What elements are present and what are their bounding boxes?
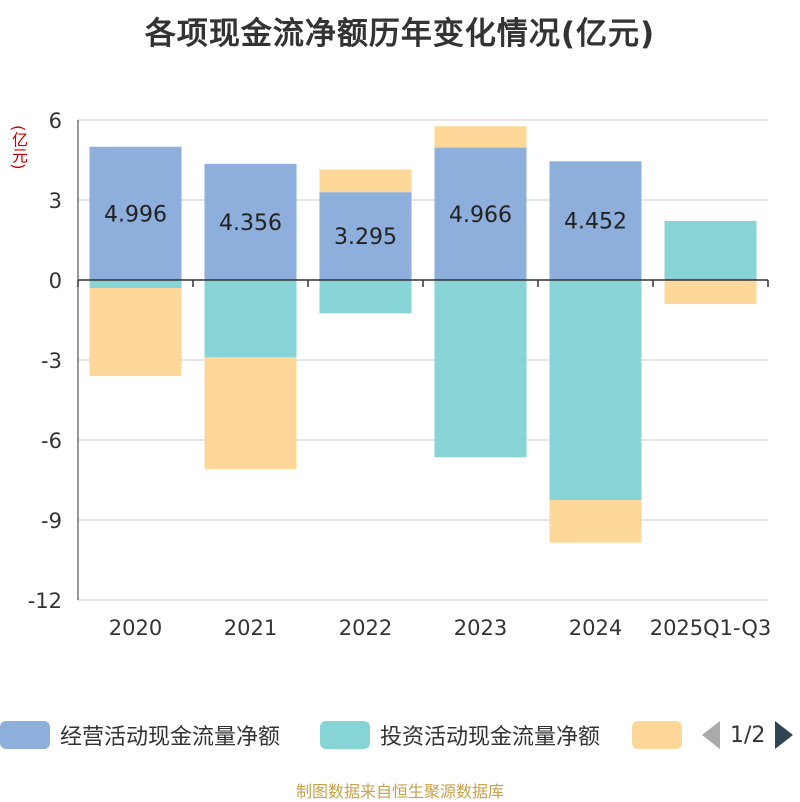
x-tick-label: 2022 bbox=[339, 616, 392, 640]
y-tick-label: -6 bbox=[41, 429, 62, 453]
bar-series-1-2021 bbox=[204, 280, 297, 358]
y-tick-label: -9 bbox=[41, 509, 62, 533]
bar-series-0-2021 bbox=[204, 163, 297, 280]
bar-series-1-2020 bbox=[89, 280, 182, 288]
legend-swatch-financing bbox=[632, 721, 682, 749]
bar-series-0-2023 bbox=[434, 147, 527, 280]
bar-series-2-2025Q1-Q3 bbox=[664, 280, 757, 304]
y-axis-unit-label: (亿元) bbox=[9, 125, 28, 170]
data-label: 4.966 bbox=[449, 203, 512, 228]
y-tick-label: -3 bbox=[41, 349, 62, 373]
bar-series-2-2021 bbox=[204, 357, 297, 470]
y-tick-label: 0 bbox=[49, 269, 62, 293]
x-tick-label: 2021 bbox=[224, 616, 277, 640]
legend-label-operating: 经营活动现金流量净额 bbox=[60, 725, 281, 750]
legend-pager: 1/2 bbox=[702, 712, 794, 758]
chart-title: 各项现金流净额历年变化情况(亿元) bbox=[144, 16, 656, 52]
bar-series-0-2024 bbox=[549, 161, 642, 280]
legend-label-investing: 投资活动现金流量净额 bbox=[380, 725, 601, 750]
bar-series-2-2022 bbox=[319, 169, 412, 193]
bar-series-2-2023 bbox=[434, 126, 527, 148]
data-label: 4.996 bbox=[104, 202, 167, 227]
legend-next-arrow-icon[interactable] bbox=[775, 721, 794, 749]
bar-series-0-2022 bbox=[319, 192, 412, 280]
data-label: 3.295 bbox=[334, 225, 397, 250]
x-tick-label: 2020 bbox=[109, 616, 162, 640]
bar-series-1-2022 bbox=[319, 280, 412, 314]
legend-item-financing[interactable] bbox=[632, 712, 692, 758]
bar-series-1-2024 bbox=[549, 280, 642, 500]
x-tick-label: 2024 bbox=[569, 616, 622, 640]
data-label: 4.356 bbox=[219, 211, 282, 236]
data-source-note: 制图数据来自恒生聚源数据库 bbox=[295, 782, 504, 801]
bar-chart: 6 3 0 -3 -6 -9 -12 2020 2021 2022 2023 2024 2025Q1-Q… bbox=[28, 109, 772, 640]
y-tick-label: 3 bbox=[49, 189, 62, 213]
bar-series-2-2020 bbox=[89, 288, 182, 376]
y-tick-label: -12 bbox=[28, 589, 62, 613]
data-label: 4.452 bbox=[564, 210, 627, 235]
legend: 经营活动现金流量净额 投资活动现金流量净额 1/2 bbox=[0, 712, 800, 758]
bar-series-1-2025Q1-Q3 bbox=[664, 221, 757, 279]
bar-series-1-2023 bbox=[434, 280, 527, 458]
y-tick-label: 6 bbox=[49, 109, 62, 133]
legend-item-investing[interactable]: 投资活动现金流量净额 bbox=[320, 712, 600, 758]
legend-page-indicator: 1/2 bbox=[730, 722, 766, 748]
bar-series-0-2020 bbox=[89, 146, 182, 280]
legend-swatch-operating bbox=[0, 721, 50, 749]
bar-series-0-2025Q1-Q3 bbox=[664, 278, 757, 280]
x-tick-label: 2023 bbox=[454, 616, 507, 640]
legend-item-operating[interactable]: 经营活动现金流量净额 bbox=[0, 712, 280, 758]
legend-swatch-investing bbox=[320, 721, 370, 749]
bar-series-2-2024 bbox=[549, 500, 642, 543]
x-tick-label: 2025Q1-Q3 bbox=[650, 616, 772, 640]
legend-prev-arrow-icon[interactable] bbox=[702, 721, 720, 749]
